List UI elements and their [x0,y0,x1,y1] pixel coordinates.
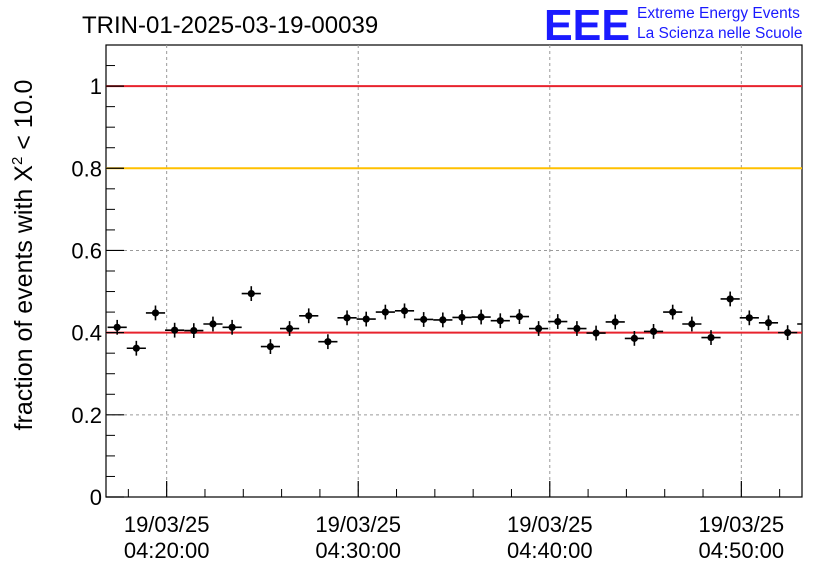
data-point-marker [803,320,810,327]
y-tick-label: 0.4 [71,321,102,346]
x-tick-date-label: 19/03/25 [315,512,401,537]
data-point-marker [707,334,714,341]
data-point-marker [497,317,504,324]
data-point-marker [554,318,561,325]
data-point-marker [439,316,446,323]
data-point-marker [286,325,293,332]
data-point-marker [171,327,178,334]
data-point-marker [133,345,140,352]
data-point-marker [631,335,638,342]
y-axis-label-rest: < 10.0 [10,80,38,157]
y-tick-label: 0 [90,485,102,510]
x-tick-date-label: 19/03/25 [507,512,593,537]
data-point-marker [343,314,350,321]
data-point-marker [152,309,159,316]
data-point-marker [305,312,312,319]
data-point-marker [612,318,619,325]
y-tick-label: 0.6 [71,238,102,263]
data-point-marker [746,314,753,321]
x-tick-time-label: 04:50:00 [699,538,785,563]
y-tick-label: 0.8 [71,156,102,181]
y-axis-label-main: fraction of events with X [10,165,38,431]
data-point-marker [784,329,791,336]
x-tick-time-label: 04:40:00 [507,538,593,563]
eee-logo: EEE Extreme Energy Events La Scienza nel… [544,1,802,50]
data-point-marker [229,324,236,331]
data-point-marker [382,308,389,315]
data-point-marker [516,313,523,320]
data-point-marker [688,320,695,327]
data-point-marker [573,325,580,332]
x-tick-date-label: 19/03/25 [699,512,785,537]
data-point-marker [478,313,485,320]
data-point-marker [363,315,370,322]
y-tick-label: 1 [90,74,102,99]
data-point-marker [535,325,542,332]
y-axis-label: fraction of events with X2 < 10.0 [9,80,38,431]
x-tick-time-label: 04:20:00 [124,538,210,563]
data-point-marker [458,314,465,321]
data-point-marker [401,307,408,314]
y-axis-label-sup: 2 [9,157,26,165]
data-point-marker [420,316,427,323]
data-point-marker [209,320,216,327]
y-tick-label: 0.2 [71,403,102,428]
data-point-marker [650,328,657,335]
data-point-marker [822,329,829,336]
x-tick-date-label: 19/03/25 [124,512,210,537]
data-point-marker [324,338,331,345]
plot-frame [106,45,802,497]
eee-logo-line1: Extreme Energy Events [637,5,800,22]
data-point-marker [727,295,734,302]
data-point-marker [592,329,599,336]
data-point-marker [765,319,772,326]
chart-title: TRIN-01-2025-03-19-00039 [82,12,378,39]
eee-logo-mark: EEE [544,1,630,50]
data-point-marker [114,324,121,331]
data-point-marker [267,343,274,350]
data-point-marker [190,327,197,334]
data-point-marker [669,308,676,315]
data-point-marker [248,290,255,297]
eee-logo-line2: La Scienza nelle Scuole [637,25,802,42]
x-tick-time-label: 04:30:00 [315,538,401,563]
data-point [816,325,835,340]
